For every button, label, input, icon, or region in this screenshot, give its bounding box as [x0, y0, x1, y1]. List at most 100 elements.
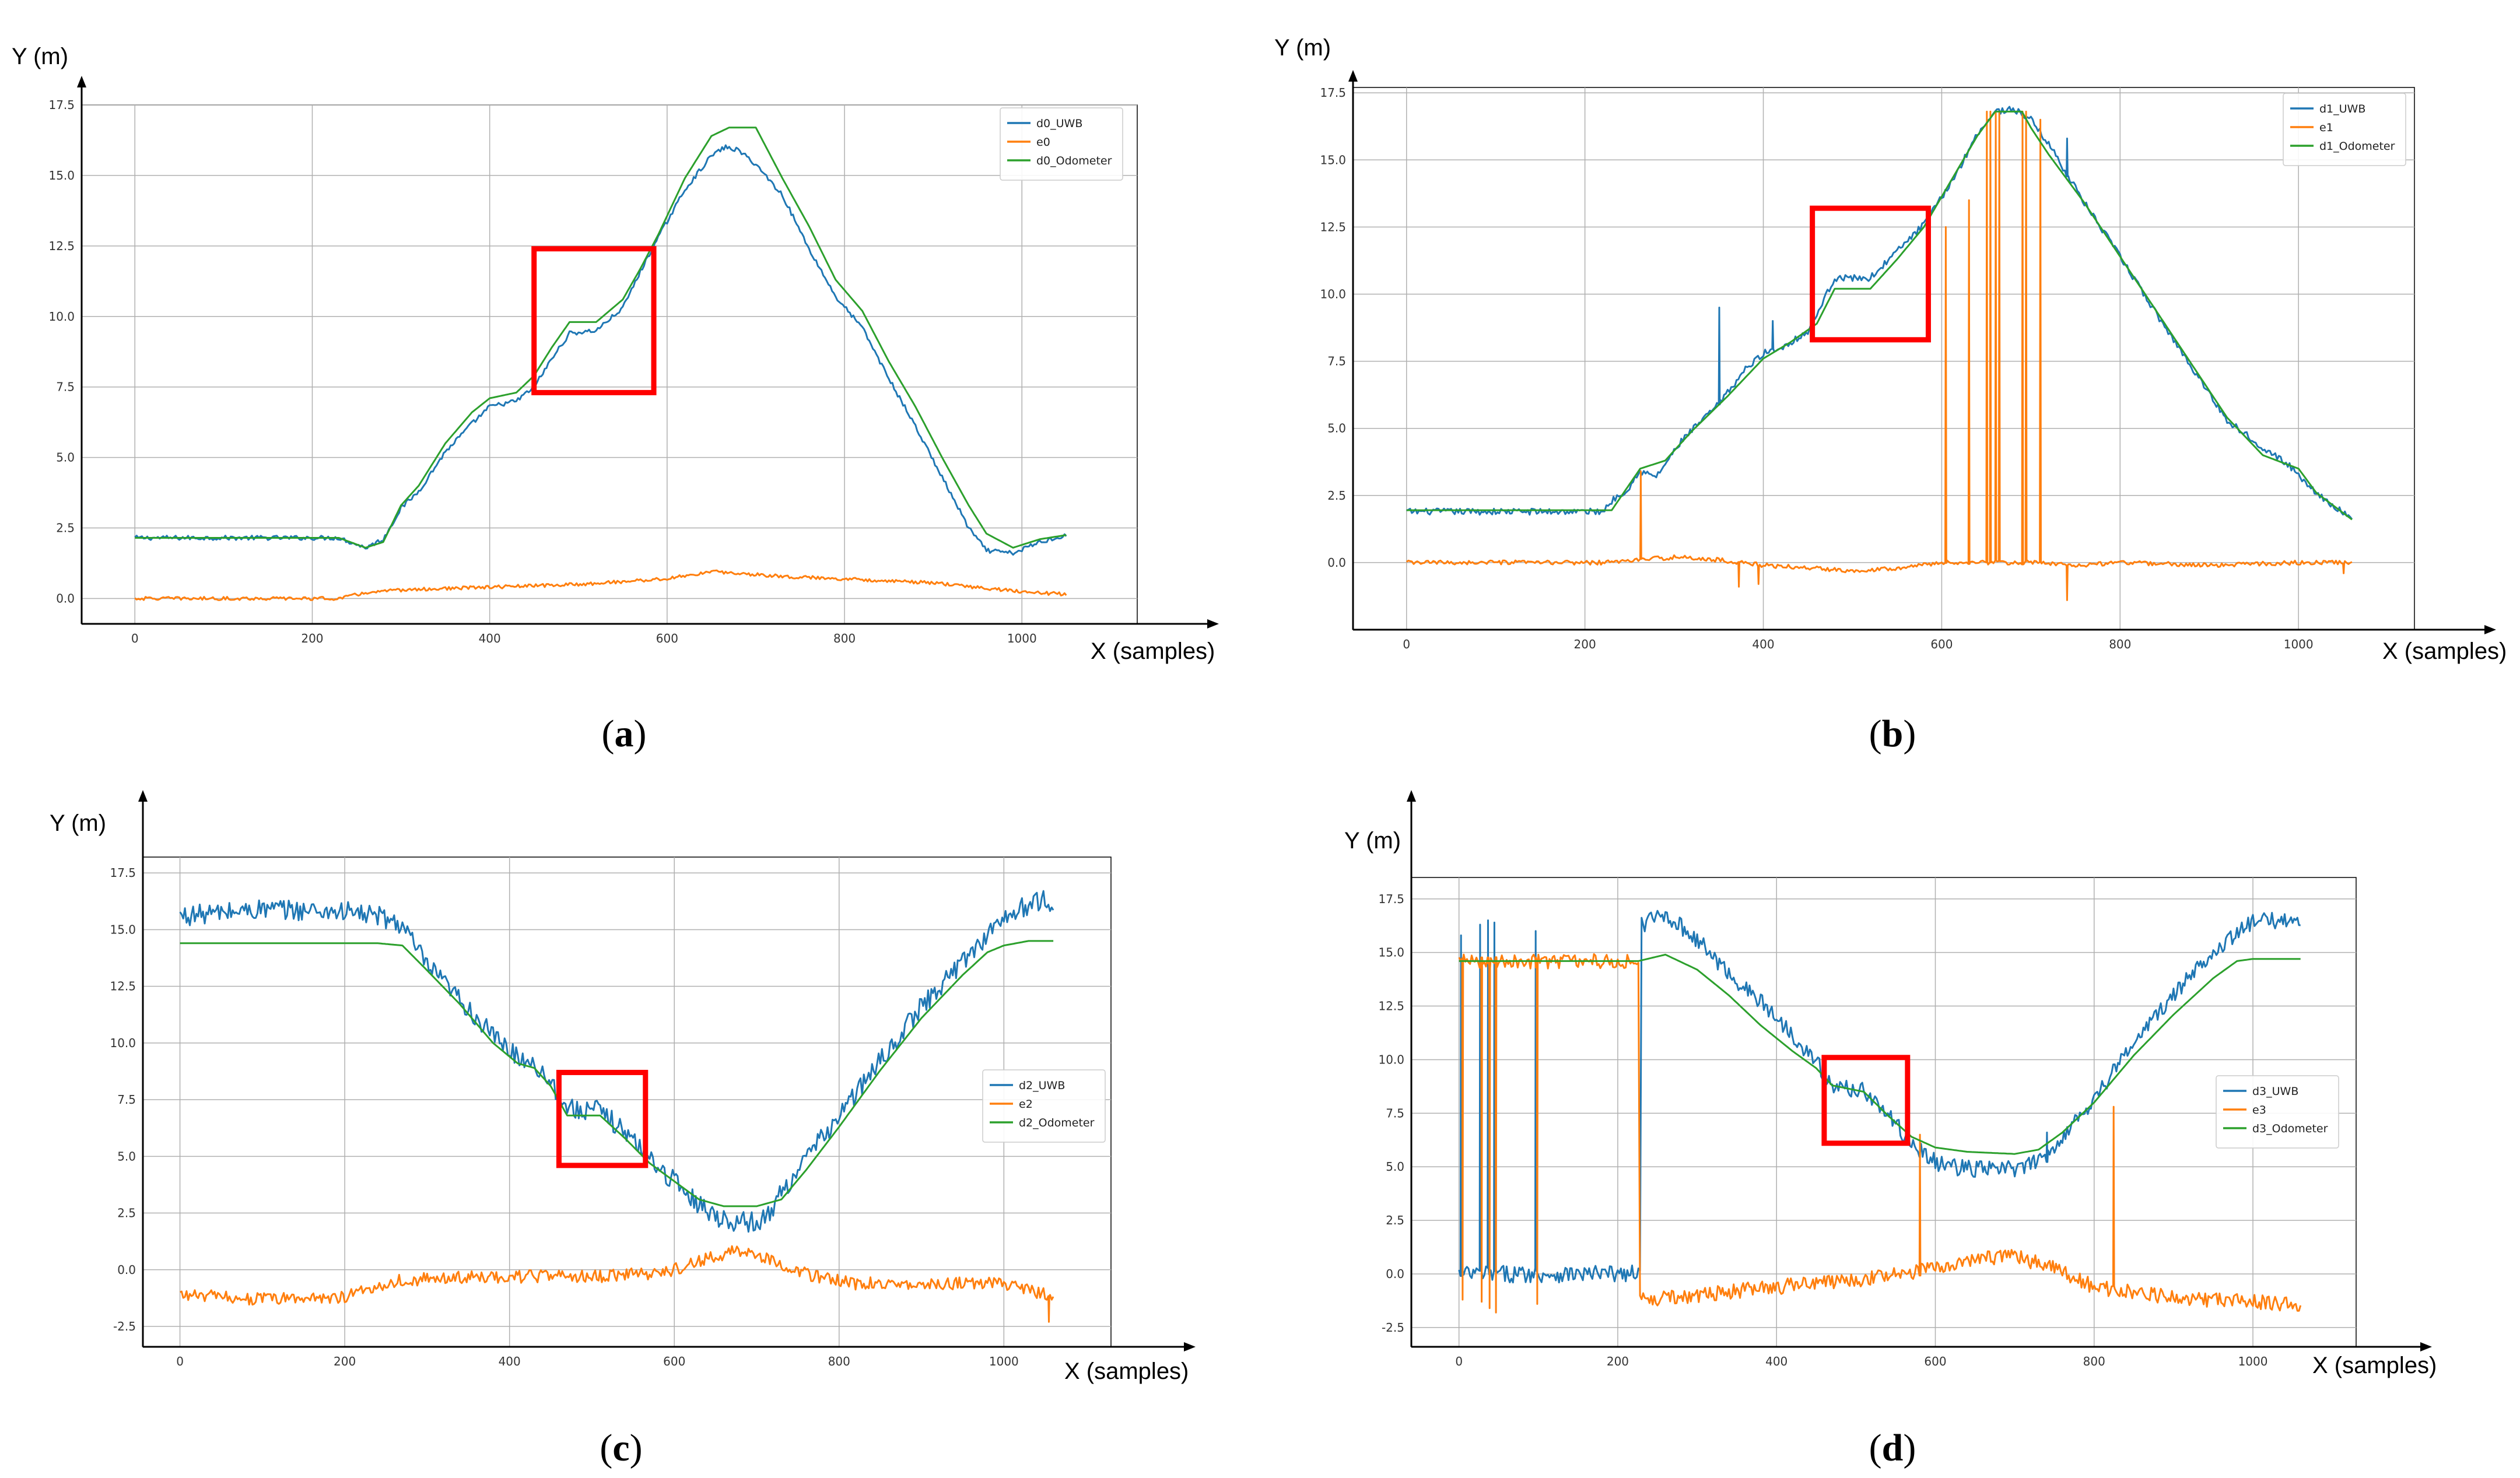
series-line-e0	[134, 569, 1067, 601]
legend-label: e0	[1036, 136, 1050, 149]
x-tick-label: 0	[1455, 1354, 1463, 1368]
y-tick-label: -2.5	[113, 1319, 136, 1333]
y-tick-label: 0.0	[1386, 1267, 1404, 1281]
x-axis-arrowhead	[2420, 1342, 2432, 1351]
x-tick-label: 200	[1607, 1354, 1629, 1368]
legend-label: d1_UWB	[2319, 103, 2365, 115]
x-tick-label: 400	[499, 1354, 521, 1368]
series-line-d2-odometer	[180, 940, 1054, 1207]
legend-label: d0_Odometer	[1036, 155, 1112, 167]
legend-label: d2_Odometer	[1019, 1117, 1095, 1129]
panel-label: (a)	[602, 712, 647, 755]
series-line-d2-uwb	[179, 890, 1054, 1233]
y-tick-label: 5.0	[117, 1149, 136, 1163]
x-tick-label: 200	[334, 1354, 356, 1368]
y-tick-label: 17.5	[48, 98, 75, 112]
panel-b: 0 200 400 600 800 1000 0.0 2.5 5.0 7.5 10.0 12.5 15.…	[1274, 35, 2507, 755]
y-tick-label: 17.5	[110, 866, 136, 880]
y-tick-label: 2.5	[117, 1206, 136, 1220]
x-axis-arrowhead	[2484, 625, 2496, 634]
legend-label: d3_UWB	[2252, 1085, 2298, 1098]
x-tick-label: 0	[1403, 637, 1410, 651]
plot-frame	[1352, 87, 2415, 630]
x-tick-label: 1000	[2284, 637, 2314, 651]
y-tick-label: 10.0	[110, 1036, 136, 1050]
legend-label: e3	[2252, 1104, 2266, 1117]
y-tick-label: 15.0	[1320, 153, 1346, 167]
legend-label: e1	[2319, 121, 2333, 134]
y-tick-label: 15.0	[110, 922, 136, 936]
x-tick-label: 200	[301, 631, 323, 645]
y-tick-label: 17.5	[1320, 86, 1346, 100]
y-axis-label: Y (m)	[1274, 35, 1331, 61]
x-tick-label: 1000	[1007, 631, 1037, 645]
y-axis-label: Y (m)	[1344, 828, 1401, 854]
panel-d: 0 200 400 600 800 1000 -2.5 0.0 2.5 5.0 7.5 10.0 12.…	[1344, 790, 2437, 1469]
series-line-e3	[1458, 953, 2302, 1314]
y-tick-label: 0.0	[56, 591, 75, 605]
x-axis-label: X (samples)	[1064, 1358, 1189, 1384]
y-tick-label: 5.0	[1386, 1160, 1404, 1174]
y-tick-label: 2.5	[1386, 1213, 1404, 1227]
x-tick-label: 600	[1924, 1354, 1946, 1368]
x-axis-label: X (samples)	[2382, 638, 2507, 664]
y-axis-label: Y (m)	[50, 810, 106, 836]
y-tick-label: 10.0	[1320, 287, 1346, 301]
y-tick-label: 5.0	[56, 451, 75, 465]
y-tick-label: 12.5	[1378, 999, 1404, 1013]
legend-box	[2216, 1075, 2339, 1149]
series-line-d1-uwb	[1406, 106, 2353, 520]
x-tick-label: 800	[833, 631, 856, 645]
x-tick-label: 800	[2083, 1354, 2105, 1368]
series-line-d0-odometer	[135, 127, 1067, 549]
y-tick-label: 7.5	[1327, 354, 1346, 368]
x-tick-label: 1000	[989, 1354, 1019, 1368]
y-tick-label: 5.0	[1327, 422, 1346, 436]
y-axis-arrowhead	[77, 76, 86, 87]
legend-label: d1_Odometer	[2319, 140, 2395, 153]
y-tick-label: 0.0	[1327, 556, 1346, 570]
x-tick-label: 200	[1574, 637, 1596, 651]
plot-frame	[81, 104, 1138, 624]
panel-label: (b)	[1869, 712, 1916, 755]
y-tick-label: 12.5	[1320, 220, 1346, 234]
y-axis-label: Y (m)	[12, 44, 68, 69]
x-tick-label: 400	[479, 631, 501, 645]
panel-a: 0 200 400 600 800 1000 0.0 2.5 5.0 7.5 10.0 12.5 15.…	[12, 44, 1219, 755]
y-tick-label: 10.0	[48, 310, 75, 324]
y-tick-label: 17.5	[1378, 892, 1404, 906]
x-axis-arrowhead	[1184, 1342, 1196, 1351]
legend-box	[2283, 93, 2406, 166]
y-tick-label: 10.0	[1378, 1052, 1404, 1066]
y-axis-arrowhead	[1348, 70, 1358, 82]
x-tick-label: 400	[1752, 637, 1774, 651]
y-tick-label: -2.5	[1382, 1321, 1404, 1335]
x-tick-label: 400	[1765, 1354, 1788, 1368]
x-axis-arrowhead	[1207, 619, 1219, 629]
legend-box	[1000, 107, 1123, 181]
x-tick-label: 600	[663, 1354, 685, 1368]
y-tick-label: 12.5	[48, 239, 75, 253]
highlight-box	[531, 246, 657, 395]
highlight-box	[1810, 205, 1931, 343]
x-tick-label: 0	[176, 1354, 184, 1368]
y-tick-label: 12.5	[110, 980, 136, 993]
x-tick-label: 600	[1930, 637, 1953, 651]
highlight-box	[1821, 1055, 1911, 1146]
panel-c: 0 200 400 600 800 1000 -2.5 0.0 2.5 5.0 7.5 10.0 12.…	[50, 790, 1196, 1469]
panel-label: (d)	[1869, 1427, 1916, 1469]
y-axis-arrowhead	[1407, 790, 1416, 802]
panel-label: (c)	[600, 1427, 642, 1469]
y-tick-label: 7.5	[1386, 1106, 1404, 1120]
y-tick-label: 2.5	[56, 521, 75, 535]
y-tick-label: 7.5	[56, 380, 75, 394]
x-tick-label: 0	[131, 631, 139, 645]
y-axis-arrowhead	[138, 790, 148, 802]
x-axis-label: X (samples)	[2312, 1353, 2437, 1378]
series-line-d1-odometer	[1406, 110, 2353, 521]
x-tick-label: 800	[828, 1354, 850, 1368]
x-axis-label: X (samples)	[1091, 638, 1215, 664]
legend-box	[982, 1069, 1106, 1143]
highlight-box	[556, 1069, 649, 1168]
